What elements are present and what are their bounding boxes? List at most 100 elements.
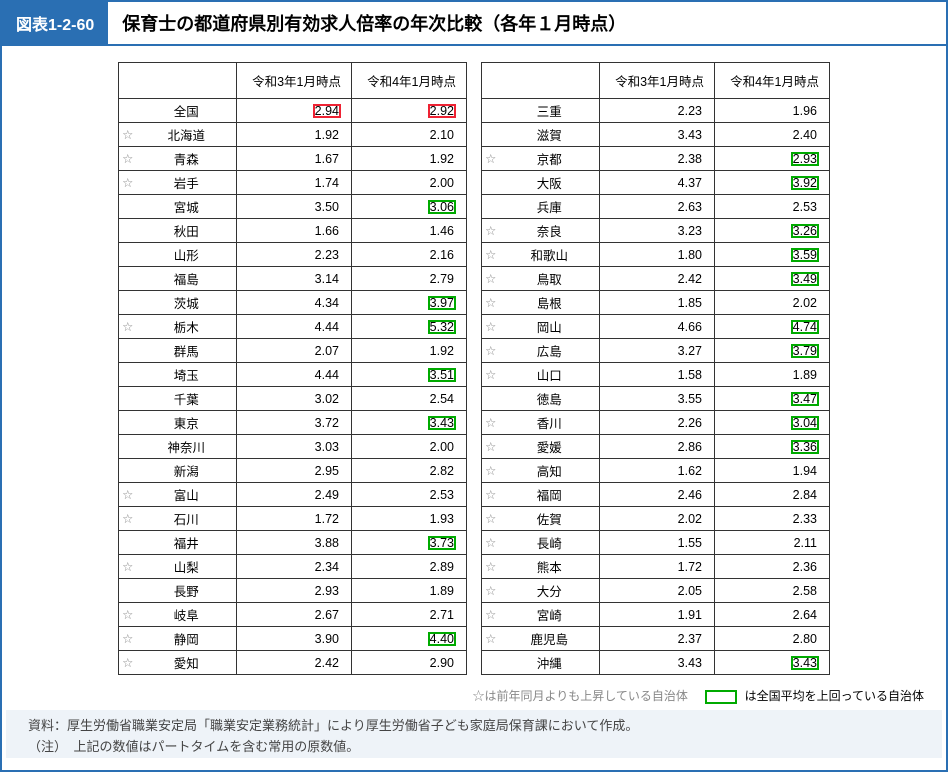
value-text: 3.36 bbox=[791, 440, 819, 454]
value-text: 3.73 bbox=[428, 536, 456, 550]
value-text: 3.51 bbox=[428, 368, 456, 382]
figure-container: 図表1-2-60 保育士の都道府県別有効求人倍率の年次比較（各年１月時点） 令和… bbox=[0, 0, 948, 772]
value-cell-y2: 3.47 bbox=[715, 387, 830, 411]
value-text: 3.79 bbox=[791, 344, 819, 358]
value-text: 2.89 bbox=[428, 560, 456, 574]
value-text: 2.84 bbox=[791, 488, 819, 502]
star-cell bbox=[119, 459, 137, 483]
value-text: 3.43 bbox=[676, 656, 704, 670]
prefecture-cell: 福井 bbox=[137, 531, 237, 555]
value-text: 3.59 bbox=[791, 248, 819, 262]
value-text: 4.66 bbox=[676, 320, 704, 334]
value-cell-y1: 4.37 bbox=[600, 171, 715, 195]
value-text: 3.43 bbox=[676, 128, 704, 142]
value-text: 2.10 bbox=[428, 128, 456, 142]
prefecture-cell: 茨城 bbox=[137, 291, 237, 315]
value-cell-y1: 4.34 bbox=[237, 291, 352, 315]
prefecture-cell: 長野 bbox=[137, 579, 237, 603]
prefecture-cell: 岩手 bbox=[137, 171, 237, 195]
value-text: 3.50 bbox=[313, 200, 341, 214]
table-row: ☆香川2.263.04 bbox=[482, 411, 830, 435]
star-cell bbox=[119, 387, 137, 411]
star-cell: ☆ bbox=[482, 459, 500, 483]
star-cell bbox=[119, 363, 137, 387]
value-cell-y1: 3.43 bbox=[600, 123, 715, 147]
table-row: ☆大分2.052.58 bbox=[482, 579, 830, 603]
table-row: ☆富山2.492.53 bbox=[119, 483, 467, 507]
table-right: 令和3年1月時点 令和4年1月時点 三重2.231.96滋賀3.432.40☆京… bbox=[481, 62, 830, 675]
figure-title: 保育士の都道府県別有効求人倍率の年次比較（各年１月時点） bbox=[108, 2, 640, 44]
table-row: ☆佐賀2.022.33 bbox=[482, 507, 830, 531]
table-row: 徳島3.553.47 bbox=[482, 387, 830, 411]
value-cell-y1: 3.90 bbox=[237, 627, 352, 651]
star-cell: ☆ bbox=[482, 483, 500, 507]
value-text: 1.66 bbox=[313, 224, 341, 238]
star-cell: ☆ bbox=[482, 531, 500, 555]
value-cell-y1: 3.27 bbox=[600, 339, 715, 363]
prefecture-cell: 三重 bbox=[500, 99, 600, 123]
value-cell-y2: 3.36 bbox=[715, 435, 830, 459]
table-row: ☆愛媛2.863.36 bbox=[482, 435, 830, 459]
value-cell-y2: 3.26 bbox=[715, 219, 830, 243]
value-cell-y2: 2.84 bbox=[715, 483, 830, 507]
star-cell bbox=[119, 531, 137, 555]
value-cell-y2: 2.40 bbox=[715, 123, 830, 147]
prefecture-cell: 島根 bbox=[500, 291, 600, 315]
value-cell-y2: 1.92 bbox=[352, 339, 467, 363]
value-cell-y1: 1.85 bbox=[600, 291, 715, 315]
value-cell-y1: 2.63 bbox=[600, 195, 715, 219]
value-text: 4.40 bbox=[428, 632, 456, 646]
value-text: 2.54 bbox=[428, 392, 456, 406]
value-text: 1.46 bbox=[428, 224, 456, 238]
table-left: 令和3年1月時点 令和4年1月時点 全国2.942.92☆北海道1.922.10… bbox=[118, 62, 467, 675]
value-cell-y1: 1.74 bbox=[237, 171, 352, 195]
table-row: 福井 3.88 3.73 bbox=[119, 531, 467, 555]
value-text: 2.11 bbox=[792, 536, 819, 550]
value-cell-y2: 2.93 bbox=[715, 147, 830, 171]
value-cell-y2: 2.33 bbox=[715, 507, 830, 531]
value-cell-y2: 2.92 bbox=[352, 99, 467, 123]
table-row: 全国2.942.92 bbox=[119, 99, 467, 123]
star-cell: ☆ bbox=[119, 147, 137, 171]
value-text: 2.82 bbox=[428, 464, 456, 478]
prefecture-cell: 福岡 bbox=[500, 483, 600, 507]
value-cell-y1: 1.80 bbox=[600, 243, 715, 267]
value-cell-y2: 2.80 bbox=[715, 627, 830, 651]
value-cell-y1: 2.05 bbox=[600, 579, 715, 603]
prefecture-cell: 静岡 bbox=[137, 627, 237, 651]
star-cell bbox=[119, 219, 137, 243]
value-text: 1.92 bbox=[313, 128, 341, 142]
value-text: 3.88 bbox=[313, 536, 341, 550]
value-text: 2.93 bbox=[313, 584, 341, 598]
value-text: 2.49 bbox=[313, 488, 341, 502]
value-text: 2.64 bbox=[791, 608, 819, 622]
value-cell-y1: 3.72 bbox=[237, 411, 352, 435]
star-cell: ☆ bbox=[482, 267, 500, 291]
value-cell-y1: 2.49 bbox=[237, 483, 352, 507]
table-row: 大阪4.373.92 bbox=[482, 171, 830, 195]
value-text: 2.63 bbox=[676, 200, 704, 214]
table-row: ☆宮崎1.912.64 bbox=[482, 603, 830, 627]
value-text: 1.89 bbox=[428, 584, 456, 598]
prefecture-cell: 大阪 bbox=[500, 171, 600, 195]
prefecture-cell: 全国 bbox=[137, 99, 237, 123]
star-cell bbox=[119, 411, 137, 435]
table-row: ☆島根1.852.02 bbox=[482, 291, 830, 315]
value-text: 2.00 bbox=[428, 176, 456, 190]
value-cell-y2: 3.06 bbox=[352, 195, 467, 219]
value-text: 3.43 bbox=[428, 416, 456, 430]
value-cell-y2: 2.02 bbox=[715, 291, 830, 315]
value-text: 3.27 bbox=[676, 344, 704, 358]
prefecture-cell: 山口 bbox=[500, 363, 600, 387]
prefecture-cell: 東京 bbox=[137, 411, 237, 435]
table-row: ☆熊本1.722.36 bbox=[482, 555, 830, 579]
value-text: 1.58 bbox=[676, 368, 704, 382]
value-cell-y2: 2.53 bbox=[715, 195, 830, 219]
value-text: 2.05 bbox=[676, 584, 704, 598]
value-cell-y1: 1.72 bbox=[237, 507, 352, 531]
value-cell-y1: 2.42 bbox=[600, 267, 715, 291]
value-text: 2.58 bbox=[791, 584, 819, 598]
value-text: 2.79 bbox=[428, 272, 456, 286]
value-text: 4.44 bbox=[313, 320, 341, 334]
value-cell-y1: 4.66 bbox=[600, 315, 715, 339]
